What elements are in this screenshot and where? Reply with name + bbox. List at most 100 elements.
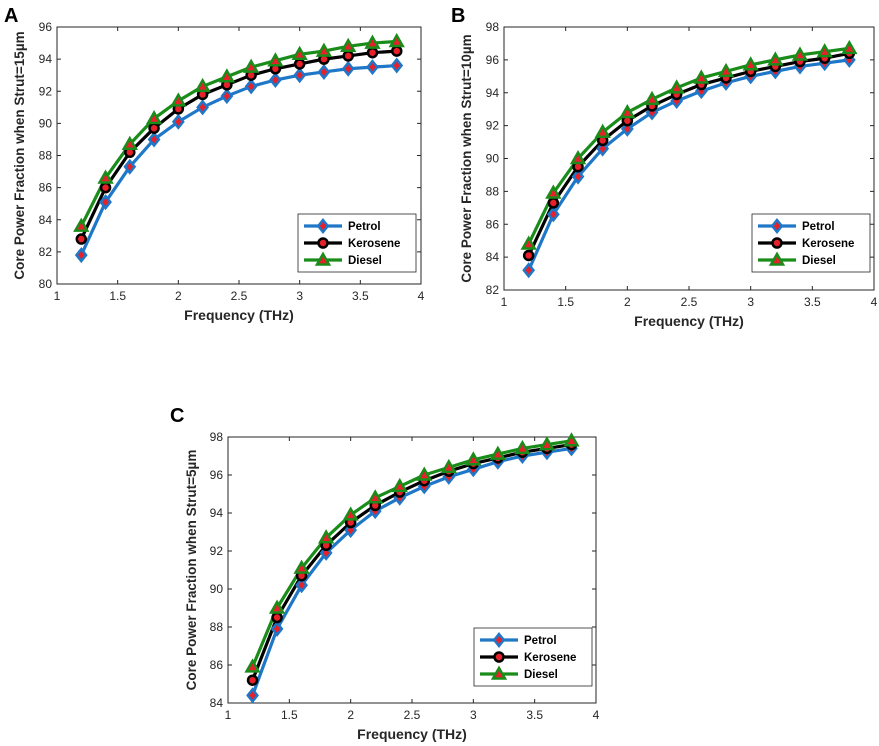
y-tick-label: 86 xyxy=(486,217,500,231)
x-tick-label: 2.5 xyxy=(681,295,698,309)
data-point-petrol xyxy=(270,620,284,637)
data-point-diesel xyxy=(668,79,685,94)
data-point-diesel xyxy=(545,184,562,199)
y-tick-label: 94 xyxy=(486,86,500,100)
data-point-petrol xyxy=(244,78,258,95)
x-tick-label: 4 xyxy=(418,289,425,303)
data-point-diesel xyxy=(594,123,611,138)
data-point-petrol xyxy=(546,206,560,223)
data-point-diesel xyxy=(465,451,482,466)
x-tick-label: 4 xyxy=(593,708,600,722)
x-tick-label: 3.5 xyxy=(526,708,543,722)
legend-label: Petrol xyxy=(524,635,557,647)
y-tick-label: 82 xyxy=(486,283,500,297)
data-point-kerosene xyxy=(390,45,403,57)
legend-marker-diesel-icon xyxy=(490,665,508,680)
data-point-diesel xyxy=(268,599,286,614)
data-point-petrol xyxy=(571,168,585,185)
data-point-petrol xyxy=(268,72,282,89)
data-point-kerosene xyxy=(75,233,88,245)
x-tick-label: 1.5 xyxy=(109,289,126,303)
legend-label: Diesel xyxy=(348,255,382,267)
chart-panel-a: 1 1.5 2 2.5 3 3.5 4 80 82 84 86 88 90 92 94 96 Frequency… xyxy=(4,5,425,323)
data-point-diesel xyxy=(121,135,138,151)
data-point-diesel xyxy=(742,56,759,71)
data-point-diesel xyxy=(388,32,405,48)
x-tick-label: 3 xyxy=(296,289,303,303)
x-tick-label: 2 xyxy=(347,708,354,722)
x-tick-label: 3.5 xyxy=(804,295,821,309)
data-point-petrol xyxy=(293,67,307,84)
legend-marker-kerosene-icon xyxy=(493,651,505,663)
data-point-diesel xyxy=(170,92,187,107)
x-tick-label: 1 xyxy=(54,289,61,303)
data-point-diesel xyxy=(293,559,310,574)
data-point-kerosene xyxy=(271,611,283,624)
data-point-diesel xyxy=(619,103,636,119)
data-point-petrol xyxy=(246,687,259,704)
data-point-kerosene xyxy=(148,122,160,134)
data-point-petrol xyxy=(99,194,112,211)
x-tick-label: 3 xyxy=(747,295,754,309)
legend-label: Kerosene xyxy=(348,238,400,250)
data-point-diesel xyxy=(315,42,333,57)
panel-label: A xyxy=(4,5,18,27)
data-point-diesel xyxy=(693,69,710,84)
y-tick-label: 92 xyxy=(39,84,53,98)
x-tick-label: 3 xyxy=(470,708,477,722)
data-point-diesel xyxy=(244,658,261,673)
y-tick-label: 96 xyxy=(39,20,53,34)
data-point-diesel xyxy=(767,51,784,66)
data-point-diesel xyxy=(97,169,114,184)
y-tick-label: 92 xyxy=(486,119,500,133)
y-tick-label: 86 xyxy=(210,658,224,672)
data-point-diesel xyxy=(342,506,359,521)
data-point-petrol xyxy=(341,60,355,77)
data-point-petrol xyxy=(522,262,536,279)
data-point-diesel xyxy=(242,58,260,73)
data-point-diesel xyxy=(791,46,809,61)
data-point-diesel xyxy=(145,110,163,125)
legend-marker-petrol-icon xyxy=(770,217,784,235)
data-point-diesel xyxy=(520,235,537,250)
data-point-diesel xyxy=(267,52,284,67)
data-point-petrol xyxy=(123,158,137,175)
y-tick-label: 94 xyxy=(39,52,53,66)
x-tick-label: 2.5 xyxy=(404,708,421,722)
legend-marker-kerosene-icon xyxy=(771,237,783,249)
y-tick-label: 90 xyxy=(39,116,53,130)
y-axis-label: Core Power Fraction when Strut=15µm xyxy=(12,31,27,279)
data-point-kerosene xyxy=(547,197,560,209)
y-tick-label: 88 xyxy=(210,620,224,634)
y-tick-label: 84 xyxy=(486,250,500,264)
legend-label: Petrol xyxy=(348,221,381,233)
data-point-kerosene xyxy=(342,50,354,62)
data-point-diesel xyxy=(538,436,556,451)
data-point-diesel xyxy=(816,43,833,58)
data-point-diesel xyxy=(416,466,433,481)
data-point-diesel xyxy=(317,529,335,544)
legend-label: Kerosene xyxy=(524,652,576,664)
x-tick-label: 2.5 xyxy=(231,289,248,303)
data-point-diesel xyxy=(569,149,587,165)
x-tick-label: 3.5 xyxy=(352,289,369,303)
data-point-kerosene xyxy=(99,181,112,194)
data-point-petrol xyxy=(196,99,210,116)
data-point-kerosene xyxy=(246,674,259,686)
legend-label: Diesel xyxy=(802,255,836,267)
data-point-petrol xyxy=(220,88,234,105)
data-point-diesel xyxy=(364,34,381,49)
data-point-petrol xyxy=(317,63,331,80)
data-point-petrol xyxy=(171,113,185,130)
x-tick-label: 2 xyxy=(175,289,182,303)
y-tick-label: 96 xyxy=(486,53,500,67)
legend: Petrol Kerosene Diesel xyxy=(297,213,417,273)
legend: Petrol Kerosene Diesel xyxy=(751,213,871,273)
y-tick-label: 84 xyxy=(210,696,224,710)
data-point-kerosene xyxy=(366,46,379,59)
y-tick-label: 88 xyxy=(39,149,53,163)
legend-marker-petrol-icon xyxy=(492,631,506,649)
data-point-petrol xyxy=(147,131,161,148)
y-tick-label: 84 xyxy=(39,213,53,227)
